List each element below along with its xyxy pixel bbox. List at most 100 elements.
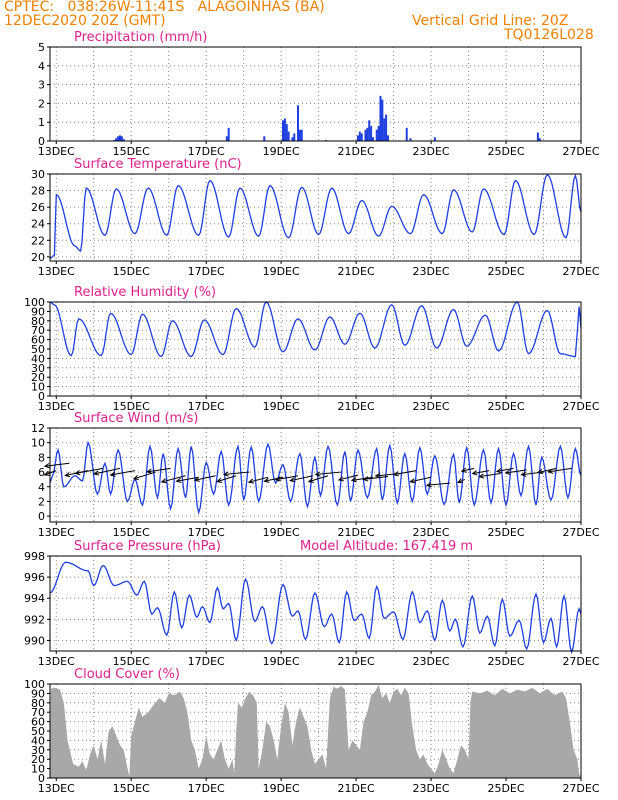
y-tick-label: 90: [31, 687, 45, 700]
wind-arrow-head: [471, 470, 478, 476]
precip-bar: [433, 137, 436, 141]
precip-bar: [298, 129, 301, 141]
wind-arrow-shaft: [393, 470, 417, 476]
wind-arrow: [337, 474, 359, 482]
precip-bar: [297, 105, 300, 141]
y-tick-label: 3: [38, 79, 45, 92]
panel-frame: [49, 301, 582, 397]
y-tick-label: 0: [38, 772, 45, 785]
wind-arrow-head: [74, 470, 81, 476]
x-tick-label: 23DEC: [413, 400, 450, 413]
x-tick-label: 21DEC: [338, 655, 375, 668]
wind-arrow: [457, 478, 466, 484]
x-tick-label: 19DEC: [263, 655, 300, 668]
x-tick-label: 15DEC: [113, 265, 150, 278]
x-tick-label: 13DEC: [38, 526, 75, 539]
x-tick-label: 27DEC: [562, 265, 599, 278]
humidity-line: [49, 301, 582, 358]
x-tick-label: 15DEC: [113, 782, 150, 795]
wind-arrow-head: [160, 478, 167, 484]
precip-bar: [386, 135, 389, 141]
y-tick-label: 2: [38, 97, 45, 110]
precip-bar: [375, 129, 378, 141]
x-tick-label: 17DEC: [188, 526, 225, 539]
x-tick-label: 13DEC: [38, 265, 75, 278]
wind-arrow-head: [350, 477, 357, 483]
wind-arrow-shaft: [308, 475, 329, 483]
x-tick-label: 13DEC: [38, 782, 75, 795]
x-tick-label: 17DEC: [188, 400, 225, 413]
x-tick-label: 19DEC: [263, 400, 300, 413]
y-tick-label: 5: [38, 41, 45, 54]
x-tick-label: 21DEC: [338, 782, 375, 795]
wind-arrow-shaft: [410, 476, 432, 483]
wind-arrow-shaft: [426, 482, 450, 486]
humidity-title: Relative Humidity (%): [74, 285, 216, 300]
y-tick-label: 60: [31, 716, 45, 729]
wind-arrow-shaft: [457, 478, 466, 483]
wind-arrow-head: [43, 470, 50, 476]
wind-arrow-shaft: [275, 475, 299, 481]
cloud-cover-area: [49, 684, 581, 778]
wind-arrow: [314, 471, 342, 477]
wind-arrow: [471, 470, 490, 476]
precip-bar: [377, 125, 380, 141]
wind-arrow-head: [109, 471, 116, 477]
wind-arrow-head: [478, 473, 485, 479]
y-tick-label: 30: [31, 744, 45, 757]
x-tick-label: 21DEC: [338, 526, 375, 539]
x-tick-label: 17DEC: [188, 655, 225, 668]
wind-arrow-shaft: [537, 467, 557, 473]
wind-arrow: [175, 476, 199, 484]
wind-arrow-head: [425, 482, 432, 488]
panel-frame: [49, 46, 582, 142]
temperature-line: [49, 173, 582, 260]
y-tick-label: 4: [38, 60, 45, 73]
wind-arrow: [460, 467, 475, 473]
wind-arrow: [222, 471, 250, 477]
y-tick-label: 50: [31, 725, 45, 738]
panel-pressure: 990 992 994 996 998 13DEC 15DEC 17DEC 19DEC 21DEC…: [24, 539, 600, 668]
precip-bar: [370, 125, 373, 141]
y-tick-label: 80: [31, 697, 45, 710]
y-tick-label: 28: [31, 185, 45, 198]
x-tick-label: 25DEC: [487, 145, 524, 158]
precip-bar: [118, 135, 121, 141]
x-tick-label: 15DEC: [113, 145, 150, 158]
y-tick-label: 50: [31, 343, 45, 356]
x-tick-label: 13DEC: [38, 145, 75, 158]
wind-arrow-head: [289, 477, 296, 483]
x-tick-label: 15DEC: [113, 655, 150, 668]
x-tick-label: 17DEC: [188, 265, 225, 278]
y-tick-label: 30: [31, 362, 45, 375]
wind-arrow: [43, 462, 70, 469]
wind-arrow-shaft: [338, 474, 359, 481]
precip-bar: [287, 131, 290, 141]
x-tick-label: 19DEC: [263, 526, 300, 539]
x-tick-label: 25DEC: [487, 526, 524, 539]
precip-bar: [282, 120, 285, 141]
wind-arrow-head: [536, 468, 544, 475]
wind-arrow: [132, 471, 156, 481]
y-tick-label: 60: [31, 334, 45, 347]
precip-bar: [379, 95, 382, 141]
precip-bar: [409, 138, 412, 141]
panel-frame: [49, 555, 582, 652]
x-tick-label: 27DEC: [562, 655, 599, 668]
x-tick-label: 23DEC: [413, 145, 450, 158]
wind-arrow: [93, 467, 121, 476]
y-tick-label: 100: [24, 678, 45, 691]
wind-arrow-head: [504, 469, 511, 475]
wind-arrow-head: [409, 478, 416, 484]
wind-arrow-shaft: [496, 467, 514, 472]
wind-arrow-head: [146, 468, 153, 474]
y-tick-label: 990: [24, 634, 45, 647]
wind-arrow-head: [247, 478, 254, 484]
wind-arrow: [109, 470, 136, 477]
y-tick-label: 6: [38, 466, 45, 479]
y-tick-label: 70: [31, 324, 45, 337]
x-tick-label: 25DEC: [487, 400, 524, 413]
y-tick-label: 22: [31, 234, 45, 247]
y-tick-label: 40: [31, 734, 45, 747]
